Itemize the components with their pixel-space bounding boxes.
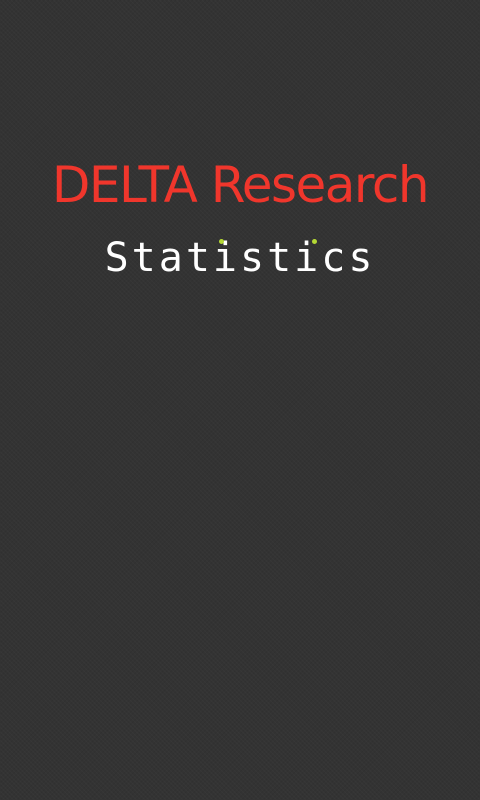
accent-dot-icon xyxy=(312,239,317,244)
accent-dot-icon xyxy=(219,239,224,244)
app-subtitle: Statistics xyxy=(0,232,480,284)
app-title: DELTA Research xyxy=(0,150,480,220)
